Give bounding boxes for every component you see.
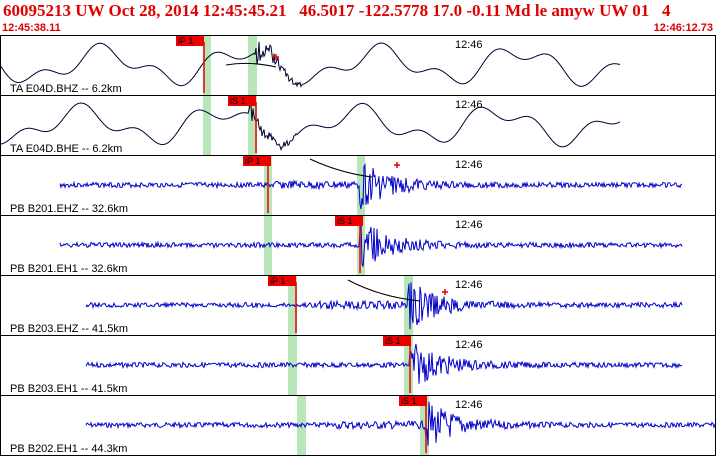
waveform-trace xyxy=(0,41,621,88)
theoretical-curve xyxy=(309,158,373,178)
predicted-arrival-marker xyxy=(442,289,448,295)
minute-marker: 12:46 xyxy=(455,219,483,231)
waveform-trace xyxy=(59,221,683,267)
station-label: PB B203.EHZ -- 41.5km xyxy=(10,323,128,335)
station-label: PB B202.EH1 -- 44.3km xyxy=(10,443,127,455)
waveform-trace xyxy=(59,162,683,210)
pick-window xyxy=(404,276,413,335)
seismogram-header: 60095213 UW Oct 28, 2014 12:45:45.21 46.… xyxy=(0,0,716,34)
minute-marker: 12:46 xyxy=(455,339,483,351)
pick-flag xyxy=(335,216,363,226)
trace-panel-2: iS 1 12:46 TA E04D.BHE -- 6.2km xyxy=(0,95,716,156)
pick-flag xyxy=(399,396,427,406)
event-title: 60095213 UW Oct 28, 2014 12:45:45.21 46.… xyxy=(3,1,671,20)
predicted-arrival-marker xyxy=(273,54,279,60)
station-label: TA E04D.BHZ -- 6.2km xyxy=(10,83,122,95)
theoretical-curve xyxy=(225,62,277,68)
trace-panel-1: iP 1 12:46 TA E04D.BHZ -- 6.2km xyxy=(0,35,716,96)
pick-window xyxy=(248,96,257,155)
station-label: PB B201.EH1 -- 32.6km xyxy=(10,263,127,275)
minute-marker: 12:46 xyxy=(455,279,483,291)
waveform-trace xyxy=(85,343,683,384)
seismogram-plot[interactable]: iP 1 12:46 TA E04D.BHZ -- 6.2km iS 1 12:46 TA… xyxy=(0,35,716,458)
station-label: TA E04D.BHE -- 6.2km xyxy=(10,143,122,155)
time-start-label: 12:45:38.11 xyxy=(2,22,61,34)
time-end-label: 12:46:12.73 xyxy=(653,22,713,34)
minute-marker: 12:46 xyxy=(455,399,483,411)
pick-flag xyxy=(268,276,296,286)
pick-window xyxy=(203,36,211,95)
predicted-arrival-marker xyxy=(394,162,400,168)
waveform-trace xyxy=(85,401,716,446)
pick-flag-label: iP 1 xyxy=(178,36,193,46)
pick-flag-label: iS 1 xyxy=(337,216,353,226)
minute-marker: 12:46 xyxy=(455,39,483,51)
pick-flag xyxy=(176,36,204,46)
waveform-trace xyxy=(85,282,683,330)
pick-flag-label: iP 1 xyxy=(245,156,260,166)
station-label: PB B201.EHZ -- 32.6km xyxy=(10,203,128,215)
pick-window xyxy=(264,216,272,275)
minute-marker: 12:46 xyxy=(455,159,483,171)
pick-window xyxy=(248,36,257,95)
pick-flag-label: iS 1 xyxy=(385,336,401,346)
pick-flag xyxy=(243,156,271,166)
pick-window xyxy=(203,96,211,155)
trace-panel-3: iP 1 12:46 PB B201.EHZ -- 32.6km xyxy=(0,155,716,216)
pick-flag xyxy=(228,96,256,106)
trace-panel-4: iS 1 12:46 PB B201.EH1 -- 32.6km xyxy=(0,215,716,276)
pick-flag-label: iP 1 xyxy=(270,276,285,286)
pick-flag-label: iS 1 xyxy=(401,396,417,406)
trace-panel-6: iS 1 12:46 PB B203.EH1 -- 41.5km xyxy=(0,335,716,396)
pick-flag-label: iS 1 xyxy=(230,96,246,106)
waveform-trace xyxy=(0,102,621,152)
trace-panel-7: iS 1 12:46 PB B202.EH1 -- 44.3km xyxy=(0,395,716,456)
theoretical-curve xyxy=(347,279,421,302)
minute-marker: 12:46 xyxy=(455,99,483,111)
pick-window xyxy=(420,396,429,455)
station-label: PB B203.EH1 -- 41.5km xyxy=(10,383,127,395)
pick-window xyxy=(357,156,365,215)
pick-window xyxy=(357,216,365,275)
pick-flag xyxy=(383,336,411,346)
